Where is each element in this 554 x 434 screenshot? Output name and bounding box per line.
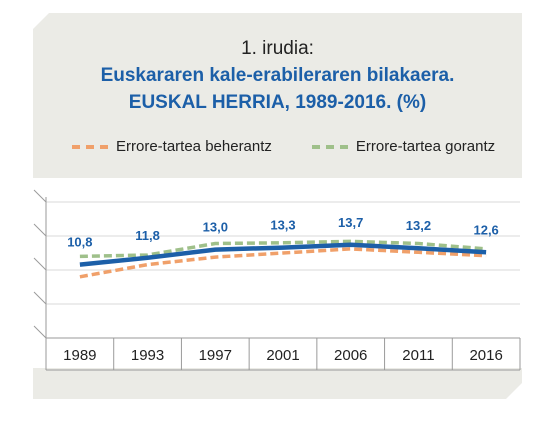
series-line-lower — [79, 247, 487, 279]
x-tick-label-1989: 1989 — [63, 347, 96, 364]
x-tick-label-2001: 2001 — [266, 347, 299, 364]
data-label-2016: 12,6 — [473, 222, 498, 237]
x-tick-label-2016: 2016 — [469, 347, 502, 364]
plot-area — [33, 178, 522, 368]
axis-tick-0 — [33, 325, 47, 339]
legend-swatch-upper — [311, 144, 348, 149]
x-tick-label-2011: 2011 — [402, 347, 434, 364]
x-tick-label-1997: 1997 — [199, 347, 232, 364]
legend-item-lower: Errore-tartea beherantz — [72, 138, 272, 155]
data-label-2011: 13,2 — [406, 218, 431, 233]
axis-tick-1 — [33, 291, 47, 305]
data-label-2006: 13,7 — [338, 215, 363, 230]
legend: Errore-tartea beherantz Errore-tartea go… — [72, 138, 514, 155]
chart-title-line-1: Euskararen kale-erabileraren bilakaera. — [100, 65, 455, 86]
axis-tick-2 — [33, 257, 47, 271]
data-label-1993: 11,8 — [135, 228, 160, 243]
title-block: 1. irudia: Euskararen kale-erabileraren … — [33, 36, 522, 116]
data-label-1997: 13,0 — [203, 220, 228, 235]
axis-tick-4 — [33, 189, 47, 203]
legend-swatch-lower — [72, 144, 108, 149]
x-tick-label-1993: 1993 — [131, 347, 164, 364]
legend-item-upper: Errore-tartea gorantz — [311, 138, 496, 155]
data-label-2001: 13,3 — [270, 218, 295, 233]
axis-tick-3 — [33, 223, 47, 237]
series-line-upper — [79, 239, 487, 259]
legend-label-upper: Errore-tartea gorantz — [355, 138, 496, 155]
data-label-1989: 10,8 — [67, 235, 92, 250]
legend-label-lower: Errore-tartea beherantz — [116, 138, 272, 155]
figure-label: 1. irudia: — [241, 38, 314, 59]
chart-title-line-2: EUSKAL HERRIA, 1989-2016. (%) — [128, 92, 427, 113]
x-tick-label-2006: 2006 — [334, 347, 367, 364]
